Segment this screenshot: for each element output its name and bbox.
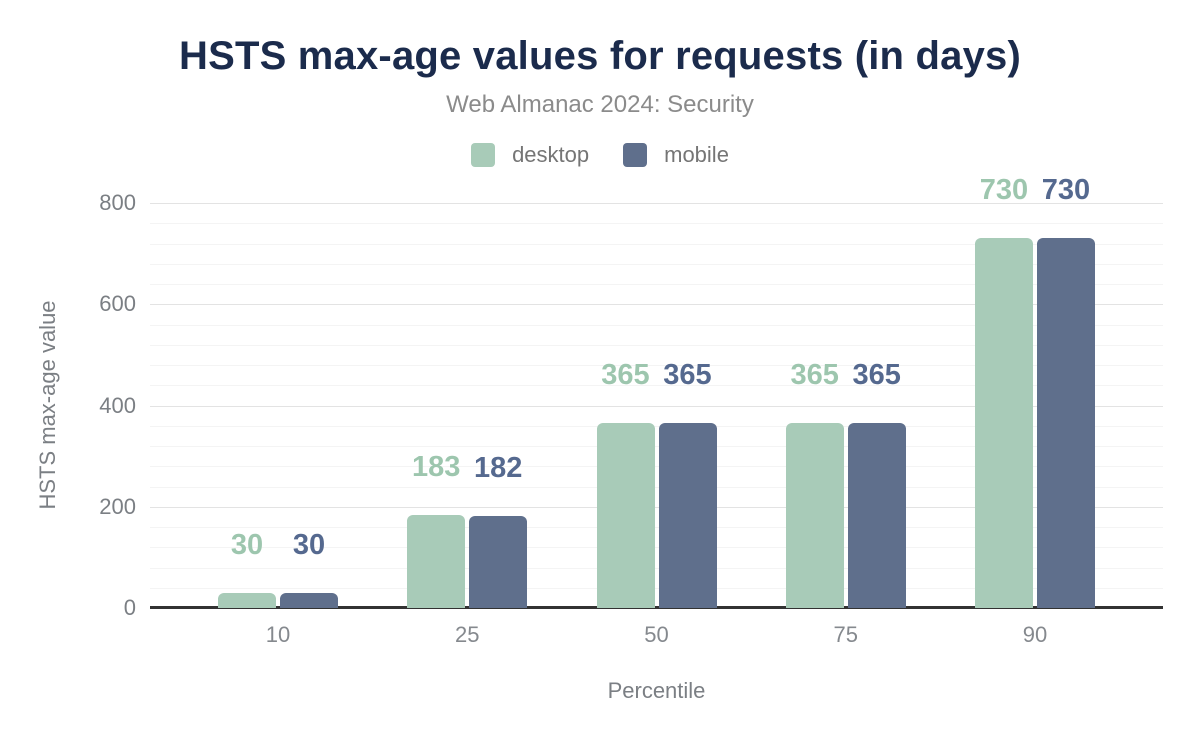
x-tick-label-50: 50: [644, 622, 669, 647]
bar-value-desktop-p10: 30: [230, 528, 264, 561]
legend-item-mobile: mobile: [623, 142, 729, 168]
x-axis-title: Percentile: [607, 678, 706, 703]
bar-value-desktop-p50: 365: [601, 359, 650, 392]
legend-label-desktop: desktop: [512, 142, 590, 167]
bar-mobile-p50: [658, 423, 717, 608]
minor-gridline: [150, 344, 1163, 346]
major-gridline: [150, 304, 1163, 306]
bar-value-mobile-p50: 365: [663, 359, 712, 392]
x-tick-label-10: 10: [265, 622, 291, 647]
chart-title: HSTS max-age values for requests (in day…: [178, 34, 1021, 78]
minor-gridline: [150, 223, 1163, 225]
bar-desktop-p50: [596, 423, 655, 608]
minor-gridline: [150, 446, 1163, 447]
x-axis-line: [150, 606, 1163, 609]
bar-value-mobile-p90: 730: [1041, 174, 1091, 207]
plot-area: 0 200 400 600 800 30 30 10 183 182 25 365 365 50 365 36…: [99, 176, 1163, 647]
chart-subtitle: Web Almanac 2024: Security: [446, 91, 754, 118]
y-tick-label-400: 400: [99, 392, 136, 418]
minor-gridline: [150, 486, 1163, 488]
bar-desktop-p75: [785, 423, 844, 608]
bar-value-mobile-p25: 182: [474, 451, 523, 484]
bar-value-mobile-p10: 30: [292, 528, 326, 561]
bar-mobile-p10: [280, 592, 338, 608]
x-tick-label-90: 90: [1022, 622, 1048, 647]
bar-value-mobile-p75: 365: [852, 359, 901, 392]
minor-gridline: [150, 263, 1163, 265]
bar-value-desktop-p90: 730: [979, 174, 1029, 207]
major-gridline: [150, 405, 1163, 407]
y-tick-label-200: 200: [99, 493, 136, 519]
bar-desktop-p25: [407, 515, 466, 608]
minor-gridline: [150, 527, 1163, 528]
legend-label-mobile: mobile: [664, 142, 729, 167]
bar-mobile-p90: [1037, 238, 1095, 608]
bar-mobile-p75: [847, 423, 906, 608]
desktop-swatch-icon: [471, 143, 496, 167]
bar-mobile-p25: [469, 515, 528, 608]
legend-item-desktop: desktop: [471, 142, 589, 168]
minor-gridline: [150, 365, 1163, 366]
minor-gridline: [150, 587, 1163, 589]
bar-value-desktop-p25: 183: [412, 451, 461, 484]
minor-gridline: [150, 547, 1163, 549]
y-tick-label-600: 600: [99, 291, 136, 317]
minor-gridline: [150, 385, 1163, 387]
bar-desktop-p10: [218, 592, 276, 608]
minor-gridline: [150, 466, 1163, 468]
bar-value-desktop-p75: 365: [790, 359, 839, 392]
y-tick-label-800: 800: [99, 190, 136, 215]
major-gridline: [150, 203, 1163, 204]
bar-desktop-p90: [975, 238, 1033, 608]
minor-gridline: [150, 567, 1163, 569]
minor-gridline: [150, 425, 1163, 427]
major-gridline: [150, 506, 1163, 508]
y-tick-label-0: 0: [123, 595, 136, 620]
minor-gridline: [150, 324, 1163, 326]
minor-gridline: [150, 243, 1163, 245]
minor-gridline: [150, 284, 1163, 285]
x-tick-label-75: 75: [833, 622, 858, 647]
mobile-swatch-icon: [623, 143, 648, 167]
x-tick-label-25: 25: [455, 622, 480, 647]
legend: desktop mobile: [0, 142, 1200, 168]
